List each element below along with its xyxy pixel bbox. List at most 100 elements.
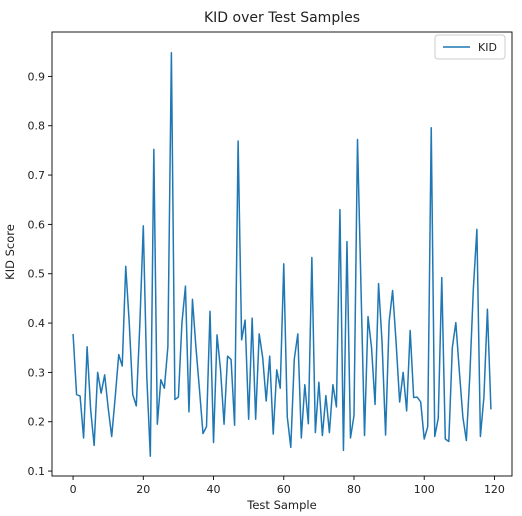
data-point xyxy=(318,381,320,383)
data-point xyxy=(427,425,429,427)
data-point xyxy=(346,240,348,242)
data-point xyxy=(490,408,492,410)
data-point xyxy=(339,208,341,210)
data-point xyxy=(370,347,372,349)
x-tick-label: 20 xyxy=(136,483,150,496)
data-point xyxy=(391,289,393,291)
x-tick-label: 100 xyxy=(414,483,435,496)
data-point xyxy=(409,329,411,331)
x-tick-label: 40 xyxy=(207,483,221,496)
y-axis-label: KID Score xyxy=(3,224,17,280)
data-point xyxy=(367,315,369,317)
data-point xyxy=(209,310,211,312)
data-point xyxy=(384,434,386,436)
data-point xyxy=(160,379,162,381)
y-tick-label: 0.9 xyxy=(28,70,46,83)
data-point xyxy=(465,439,467,441)
data-point xyxy=(402,371,404,373)
data-point xyxy=(416,396,418,398)
data-point xyxy=(381,342,383,344)
data-point xyxy=(72,333,74,335)
data-point xyxy=(121,365,123,367)
data-point xyxy=(412,396,414,398)
data-point xyxy=(205,425,207,427)
x-tick-label: 60 xyxy=(277,483,291,496)
data-point xyxy=(212,441,214,443)
data-point xyxy=(283,263,285,265)
data-point xyxy=(167,346,169,348)
data-point xyxy=(374,403,376,405)
data-point xyxy=(486,308,488,310)
data-point xyxy=(300,437,302,439)
data-point xyxy=(146,376,148,378)
data-point xyxy=(100,392,102,394)
x-tick-label: 0 xyxy=(70,483,77,496)
x-tick-label: 120 xyxy=(484,483,505,496)
data-point xyxy=(191,298,193,300)
data-point xyxy=(107,407,109,409)
data-point xyxy=(458,370,460,372)
data-point xyxy=(328,431,330,433)
data-point xyxy=(174,398,176,400)
data-point xyxy=(451,347,453,349)
y-tick-label: 0.8 xyxy=(28,120,46,133)
data-point xyxy=(82,437,84,439)
data-point xyxy=(353,415,355,417)
data-point xyxy=(233,424,235,426)
data-point xyxy=(135,405,137,407)
data-point xyxy=(132,393,134,395)
data-point xyxy=(325,394,327,396)
data-point xyxy=(251,317,253,319)
data-point xyxy=(75,393,77,395)
data-point xyxy=(219,369,221,371)
data-point xyxy=(441,276,443,278)
data-point xyxy=(469,374,471,376)
data-point xyxy=(293,358,295,360)
y-tick-label: 0.5 xyxy=(28,268,46,281)
y-tick-label: 0.1 xyxy=(28,465,46,478)
data-point xyxy=(237,140,239,142)
data-point xyxy=(479,435,481,437)
data-point xyxy=(472,287,474,289)
data-point xyxy=(311,256,313,258)
plot-frame xyxy=(51,31,513,477)
data-point xyxy=(216,334,218,336)
y-tick-label: 0.2 xyxy=(28,416,46,429)
data-point xyxy=(297,333,299,335)
data-point xyxy=(332,384,334,386)
data-point xyxy=(314,431,316,433)
data-point xyxy=(223,423,225,425)
data-point xyxy=(240,339,242,341)
data-point xyxy=(335,406,337,408)
data-point xyxy=(272,433,274,435)
data-point xyxy=(153,148,155,150)
y-tick-label: 0.7 xyxy=(28,169,46,182)
data-point xyxy=(405,410,407,412)
data-point xyxy=(363,434,365,436)
data-point xyxy=(230,358,232,360)
data-point xyxy=(93,444,95,446)
data-point xyxy=(342,449,344,451)
data-point xyxy=(290,446,292,448)
y-tick-label: 0.6 xyxy=(28,218,46,231)
data-point xyxy=(244,319,246,321)
data-point xyxy=(163,387,165,389)
data-point xyxy=(483,396,485,398)
legend-label: KID xyxy=(478,41,497,54)
data-point xyxy=(430,127,432,129)
data-point xyxy=(360,287,362,289)
data-point xyxy=(398,401,400,403)
data-point xyxy=(423,438,425,440)
chart-title: KID over Test Samples xyxy=(204,10,360,26)
plot-area: 0 20 40 60 80 100 120 0.1 0.2 0.3 0.4 0.5 0.6 0.7 0.8 0… xyxy=(28,31,513,496)
data-point xyxy=(195,347,197,349)
data-point xyxy=(198,388,200,390)
data-point xyxy=(304,384,306,386)
data-point xyxy=(307,423,309,425)
data-point xyxy=(184,285,186,287)
data-point xyxy=(437,417,439,419)
data-point xyxy=(286,416,288,418)
y-tick-label: 0.4 xyxy=(28,317,46,330)
data-point xyxy=(89,408,91,410)
